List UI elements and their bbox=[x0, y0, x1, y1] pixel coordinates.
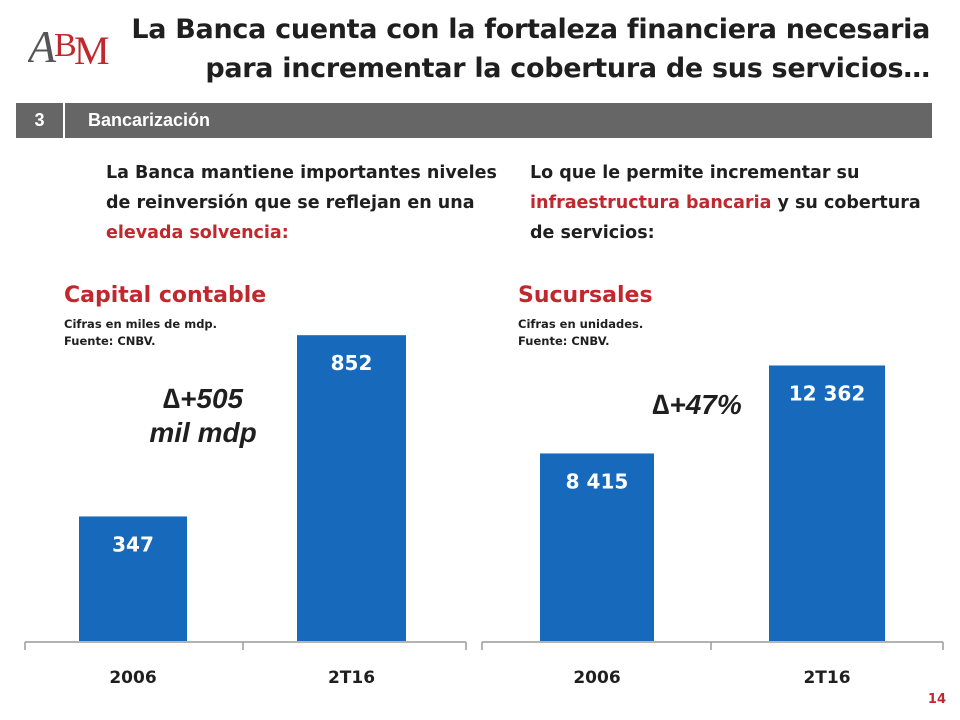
chart-left-notes: Cifras en miles de mdp. Fuente: CNBV. bbox=[64, 316, 217, 350]
logo-letter-b: B bbox=[54, 27, 77, 64]
intro-left-plain: La Banca mantiene importantes niveles de… bbox=[106, 163, 497, 213]
chart-1-data-label-1: 12 362 bbox=[789, 381, 866, 405]
chart-1-bar-1 bbox=[769, 365, 885, 641]
chart-right-note-2: Fuente: CNBV. bbox=[518, 334, 610, 348]
delta-left-unit: mil mdp bbox=[149, 417, 257, 448]
abm-logo-mark: A B M bbox=[25, 21, 110, 73]
chart-1-tick-label-1: 2T16 bbox=[803, 668, 850, 688]
chart-0-data-label-1: 852 bbox=[331, 351, 373, 375]
chart-1-tick-label-0: 2006 bbox=[573, 668, 620, 688]
chart-right-title: Sucursales bbox=[518, 283, 653, 308]
intro-left-highlight: elevada solvencia: bbox=[106, 223, 289, 243]
section-label: Bancarización bbox=[88, 110, 211, 130]
intro-right-text: Lo que le permite incrementar su infraes… bbox=[530, 158, 930, 248]
chart-0-bar-1 bbox=[297, 335, 406, 641]
intro-right-highlight: infraestructura bancaria bbox=[530, 193, 772, 213]
section-header-bar: 3 Bancarización bbox=[16, 103, 932, 138]
page-number: 14 bbox=[927, 692, 946, 707]
title-line-2: para incrementar la cobertura de sus ser… bbox=[205, 53, 930, 84]
delta-right-annotation: ∆+47% bbox=[632, 388, 762, 422]
chart-left-note-1: Cifras en miles de mdp. bbox=[64, 317, 218, 331]
delta-left-value: +505 bbox=[180, 383, 244, 414]
delta-right-symbol: ∆ bbox=[652, 389, 670, 420]
intro-right-plain-after: y su cobertura de servicios: bbox=[530, 193, 921, 243]
logo-letter-a: A bbox=[28, 21, 57, 72]
section-number: 3 bbox=[16, 103, 65, 138]
delta-left-symbol: ∆ bbox=[162, 383, 181, 414]
delta-left-annotation: ∆+505 mil mdp bbox=[128, 382, 278, 450]
chart-1-bar-0 bbox=[540, 453, 654, 641]
chart-left-note-2: Fuente: CNBV. bbox=[64, 334, 156, 348]
chart-0-bar-0 bbox=[79, 516, 187, 641]
chart-0-data-label-0: 347 bbox=[112, 532, 154, 556]
chart-1-data-label-0: 8 415 bbox=[566, 469, 629, 493]
intro-right-plain-before: Lo que le permite incrementar su bbox=[530, 163, 860, 183]
intro-left-text: La Banca mantiene importantes niveles de… bbox=[106, 158, 501, 248]
delta-right-value: +47% bbox=[669, 389, 742, 420]
chart-right-notes: Cifras en unidades. Fuente: CNBV. bbox=[518, 316, 643, 350]
chart-0-tick-label-0: 2006 bbox=[109, 668, 156, 688]
chart-0-tick-label-1: 2T16 bbox=[328, 668, 375, 688]
chart-right-note-1: Cifras en unidades. bbox=[518, 317, 644, 331]
logo-letter-m: M bbox=[74, 28, 110, 73]
title-line-1: La Banca cuenta con la fortaleza financi… bbox=[131, 14, 930, 45]
chart-left-title: Capital contable bbox=[64, 283, 267, 308]
page-title: La Banca cuenta con la fortaleza financi… bbox=[120, 10, 930, 88]
abm-logo: A B M bbox=[25, 14, 112, 78]
